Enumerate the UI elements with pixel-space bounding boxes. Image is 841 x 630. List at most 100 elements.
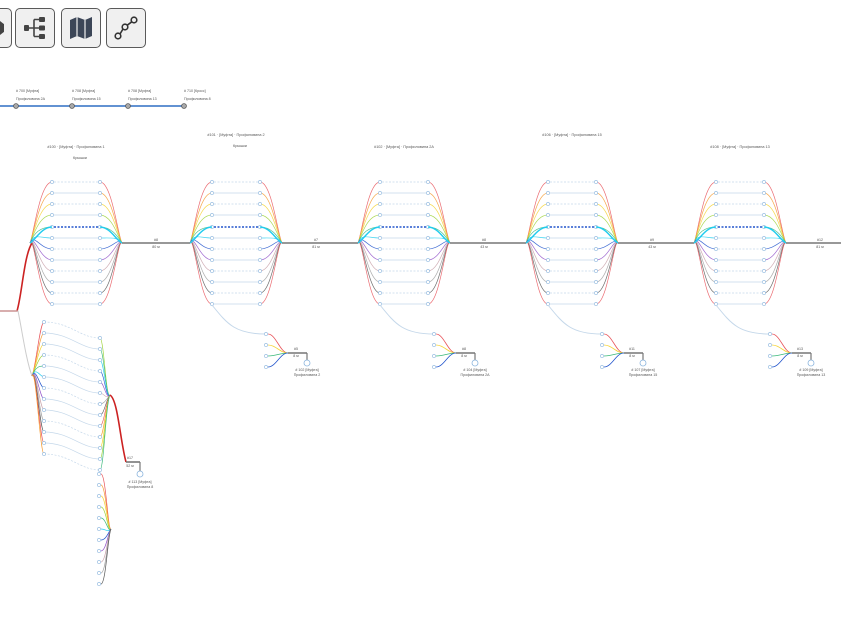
route-stop: # 700 [Муфта] Профиловина 2А — [13, 89, 46, 109]
fiber-node — [714, 258, 718, 262]
fiber-left — [189, 240, 213, 261]
sub-end-node — [471, 359, 479, 367]
fiber-node — [762, 269, 766, 273]
fiber-node — [98, 424, 102, 428]
fiber-node — [97, 582, 101, 586]
fiber-node — [50, 180, 54, 184]
sub-splice: #11 8 м # 107 [Муфта]Профиловина 15 — [547, 304, 657, 377]
fiber-node — [426, 291, 430, 295]
sub-end-name: Профиловина 13 — [797, 373, 826, 377]
fiber-node — [762, 191, 766, 195]
sub-trunk-length: 8 м — [797, 354, 803, 358]
fiber-node — [42, 364, 46, 368]
fiber-node — [714, 191, 718, 195]
fiber-node — [50, 280, 54, 284]
fiber-node — [378, 269, 382, 273]
fiber-node — [210, 213, 214, 217]
fiber-node — [426, 191, 430, 195]
fiber-node — [258, 247, 262, 251]
trunk-id: #9 — [650, 238, 654, 242]
fiber-node — [42, 452, 46, 456]
fiber-node — [97, 527, 101, 531]
fiber-node — [97, 538, 101, 542]
fiber-node — [378, 180, 382, 184]
fiber-link — [43, 321, 101, 339]
fiber-link — [43, 442, 101, 460]
group-header: #108 · [Муфта] · Профиловина 13 — [710, 145, 769, 149]
splice-group: #106 · [Муфта] · Профиловина 15 #9 43 м — [525, 133, 694, 306]
sub-node — [432, 354, 436, 358]
fiber-node — [762, 280, 766, 284]
fiber-node — [258, 302, 262, 306]
route-stop-name: Профиловина 2А — [16, 97, 46, 101]
fiber-node — [762, 180, 766, 184]
fiber-node — [762, 302, 766, 306]
fiber-node — [98, 213, 102, 217]
fiber-node — [426, 258, 430, 262]
fiber-node — [98, 336, 102, 340]
sub-fiber — [603, 352, 625, 368]
sub-trunk-id: #8 — [462, 347, 466, 351]
sub-end-name: Профиловина 2 — [294, 373, 321, 377]
fiber-node — [762, 213, 766, 217]
fiber-node — [546, 213, 550, 217]
fiber-node — [714, 269, 718, 273]
fiber-node — [50, 202, 54, 206]
trunk-id: #8 — [154, 238, 158, 242]
fiber-node — [714, 247, 718, 251]
sub-fiber — [267, 333, 289, 354]
group-header: #100 · [Муфта] · Профиловина 1 — [47, 145, 104, 149]
fiber-node — [546, 180, 550, 184]
fiber-node — [50, 291, 54, 295]
sub-trunk-id: #13 — [797, 347, 803, 351]
fiber-node — [98, 258, 102, 262]
route-stop-id: # 708 [Муфта] — [128, 89, 151, 93]
route-view-button[interactable] — [106, 8, 146, 48]
fiber-node — [98, 369, 102, 373]
sub-fiber — [435, 352, 457, 368]
fiber-node — [378, 258, 382, 262]
fiber-highlight — [525, 226, 549, 244]
sub-node — [600, 343, 604, 347]
fiber-node — [97, 549, 101, 553]
fiber-node — [98, 457, 102, 461]
fiber-node — [98, 435, 102, 439]
fiber-link — [43, 409, 101, 427]
sub-end-id: # 102 [Муфта] — [295, 368, 318, 372]
fiber-node — [210, 291, 214, 295]
fiber-node — [50, 191, 54, 195]
fiber-node — [98, 446, 102, 450]
fiber-node — [594, 302, 598, 306]
fiber-node — [258, 236, 262, 240]
fiber-node — [50, 302, 54, 306]
group-header: #102 · [Муфта] · Профиловина 2А — [374, 145, 434, 149]
play-button[interactable] — [0, 8, 12, 48]
sub-node — [768, 365, 772, 369]
fiber-node — [258, 213, 262, 217]
fiber-node — [98, 468, 102, 472]
fiber-node — [258, 202, 262, 206]
fiber-node — [378, 202, 382, 206]
trunk-length: 80 м — [152, 245, 160, 249]
fiber-node — [98, 291, 102, 295]
fiber-node — [762, 236, 766, 240]
fiber-node — [50, 269, 54, 273]
fiber-node — [378, 247, 382, 251]
sub-end-id: # 104 [Муфта] — [463, 368, 486, 372]
tree-view-button[interactable] — [15, 8, 55, 48]
fiber-node — [42, 386, 46, 390]
sub-fiber — [267, 352, 289, 368]
fiber-node — [98, 236, 102, 240]
fiber-node — [714, 213, 718, 217]
map-view-button[interactable] — [61, 8, 101, 48]
sub-node — [432, 343, 436, 347]
fiber-left — [31, 375, 45, 455]
fiber-link — [43, 431, 101, 449]
fiber-node — [546, 236, 550, 240]
group-header: #101 · [Муфта] · Профиловина 2 — [207, 133, 264, 137]
fiber-node — [594, 202, 598, 206]
fiber-fan — [100, 506, 112, 530]
fiber-node — [594, 280, 598, 284]
sub-end-node — [639, 359, 647, 367]
